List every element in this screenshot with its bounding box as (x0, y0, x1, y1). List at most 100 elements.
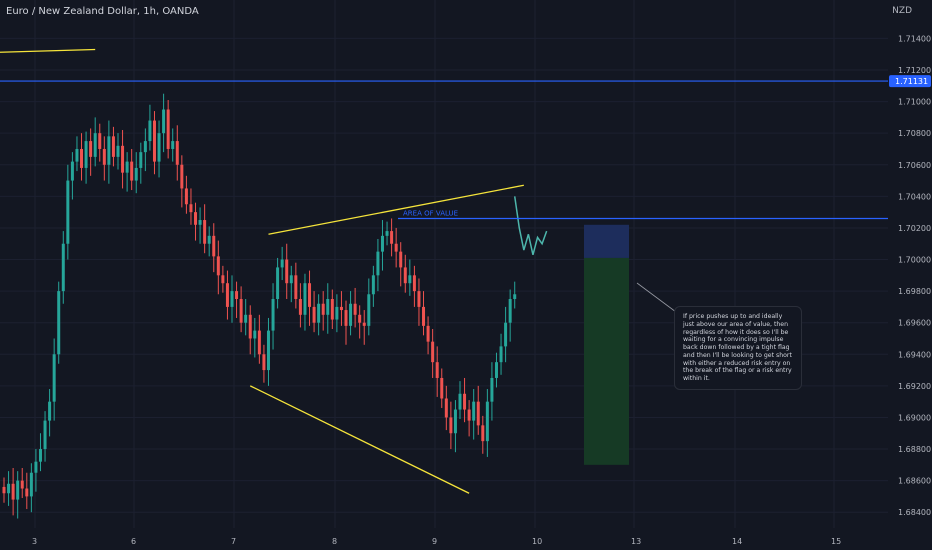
candle-down (362, 322, 366, 326)
price-tag-label: 1.71131 (895, 77, 928, 86)
candle-up (48, 401, 52, 421)
x-tick-label: 15 (831, 537, 841, 546)
candle-up (367, 294, 371, 326)
candle-up (408, 275, 412, 284)
candle-down (80, 148, 84, 168)
note-pointer (636, 282, 677, 313)
candle-down (321, 303, 325, 315)
candle-down (111, 136, 115, 157)
y-tick-label: 1.69800 (898, 287, 931, 296)
candle-down (248, 314, 252, 339)
candle-down (308, 283, 312, 307)
candle-up (380, 235, 384, 252)
candle-up (125, 161, 129, 173)
candle-down (2, 486, 6, 494)
chart-title: Euro / New Zealand Dollar, 1h, OANDA (6, 6, 199, 17)
candle-up (61, 243, 65, 292)
y-tick-label: 1.71200 (898, 66, 931, 75)
candle-down (481, 425, 485, 442)
y-tick-label: 1.70200 (898, 224, 931, 233)
price-tag (889, 75, 931, 88)
candle-down (476, 401, 480, 426)
candle-up (317, 303, 321, 323)
candle-up (289, 275, 293, 284)
candle-up (508, 299, 512, 323)
candle-up (303, 283, 307, 315)
candle-up (148, 120, 152, 142)
candle-down (435, 362, 439, 378)
candle-down (358, 314, 362, 323)
candle-up (43, 420, 47, 450)
candle-down (102, 148, 106, 165)
candle-up (335, 306, 339, 320)
candle-down (11, 483, 15, 500)
candle-down (216, 256, 220, 276)
candle-down (390, 231, 394, 244)
trade-note: If price pushes up to and ideally just a… (674, 306, 802, 390)
candle-up (16, 480, 20, 500)
candle-down (184, 188, 188, 205)
candle-down (444, 398, 448, 418)
candle-down (353, 303, 357, 315)
candle-down (463, 393, 467, 410)
y-tick-label: 1.68400 (898, 508, 931, 517)
candle-up (57, 291, 61, 355)
candle-down (166, 109, 170, 149)
candle-down (467, 409, 471, 421)
candle-down (189, 204, 193, 213)
candle-down (235, 291, 239, 300)
candle-up (134, 167, 138, 181)
candle-up (280, 259, 284, 268)
candle-up (84, 141, 88, 168)
candle-down (257, 330, 261, 355)
candle-down (440, 377, 444, 399)
x-tick-label: 13 (631, 537, 641, 546)
candle-up (453, 409, 457, 434)
y-tick-label: 1.70600 (898, 161, 931, 170)
currency-label: NZD (892, 6, 912, 16)
candle-up (66, 180, 70, 244)
candle-down (89, 141, 93, 157)
candle-up (198, 220, 202, 225)
stop-zone (584, 224, 629, 258)
candle-up (458, 393, 462, 410)
candle-up (271, 299, 275, 331)
candle-down (285, 259, 289, 284)
candle-up (385, 231, 389, 236)
trendline (249, 385, 470, 494)
candle-down (449, 417, 453, 434)
candle-down (203, 220, 207, 244)
x-tick-label: 7 (231, 537, 236, 546)
candle-up (485, 401, 489, 442)
candle-down (20, 480, 24, 489)
trendline (268, 184, 524, 235)
area-of-value-label: AREA OF VALUE (403, 209, 458, 217)
candle-down (194, 212, 198, 225)
candle-up (371, 275, 375, 295)
candle-up (276, 267, 280, 300)
candle-up (349, 303, 353, 326)
candle-up (162, 109, 166, 134)
y-tick-label: 1.70800 (898, 129, 931, 138)
y-tick-label: 1.69400 (898, 350, 931, 359)
candle-down (130, 161, 134, 181)
y-tick-label: 1.71400 (898, 34, 931, 43)
candle-up (52, 354, 56, 402)
candle-up (157, 133, 161, 162)
candle-up (29, 472, 33, 497)
candle-up (253, 330, 257, 339)
y-tick-label: 1.70000 (898, 256, 931, 265)
y-tick-label: 1.68800 (898, 445, 931, 454)
candle-down (262, 354, 266, 371)
candle-down (298, 299, 302, 315)
candle-down (426, 325, 430, 342)
candle-up (75, 148, 79, 162)
candle-down (412, 275, 416, 292)
candle-down (394, 243, 398, 252)
candle-down (239, 299, 243, 323)
y-tick-label: 1.71000 (898, 98, 931, 107)
candle-up (244, 314, 248, 323)
candle-up (107, 136, 111, 165)
price-projection (513, 196, 548, 255)
